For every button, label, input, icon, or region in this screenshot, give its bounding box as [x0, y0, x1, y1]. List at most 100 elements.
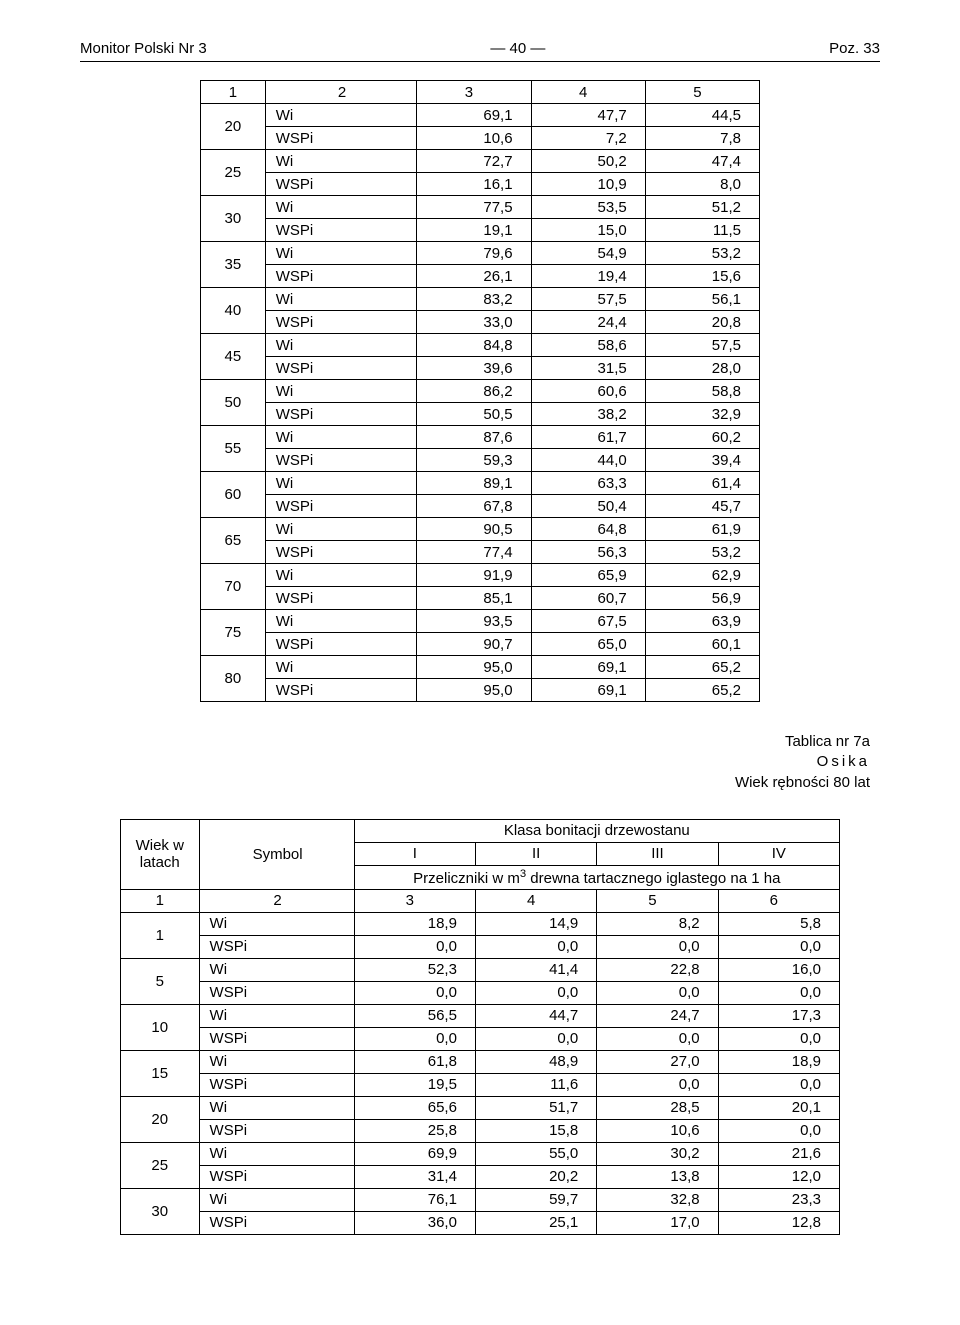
- t1-cell: 61,4: [645, 472, 759, 495]
- t1-cell: 67,8: [417, 495, 531, 518]
- t1-cell: 63,3: [531, 472, 645, 495]
- t1-cell: 91,9: [417, 564, 531, 587]
- table-row: 60Wi89,163,361,4: [201, 472, 760, 495]
- t2-cell: 56,5: [354, 1004, 475, 1027]
- t1-cell: 89,1: [417, 472, 531, 495]
- t2-cell: 30,2: [597, 1142, 718, 1165]
- t1-symbol-wspi: WSPi: [265, 495, 417, 518]
- t1-symbol-wi: Wi: [265, 564, 417, 587]
- table-row: WSPi10,67,27,8: [201, 127, 760, 150]
- t1-cell: 39,6: [417, 357, 531, 380]
- table-row: WSPi77,456,353,2: [201, 541, 760, 564]
- t2-h-wiek: Wiek w latach: [121, 819, 200, 889]
- table-row: WSPi31,420,213,812,0: [121, 1165, 840, 1188]
- table-row: 50Wi86,260,658,8: [201, 380, 760, 403]
- t2-cell: 13,8: [597, 1165, 718, 1188]
- t2-cell: 32,8: [597, 1188, 718, 1211]
- t1-col1: 50: [201, 380, 266, 426]
- t2-symbol-wi: Wi: [199, 912, 354, 935]
- t2-cell: 22,8: [597, 958, 718, 981]
- t1-cell: 44,5: [645, 104, 759, 127]
- t1-h4: 4: [531, 81, 645, 104]
- t2-cell: 5,8: [718, 912, 839, 935]
- t1-cell: 32,9: [645, 403, 759, 426]
- t1-symbol-wi: Wi: [265, 380, 417, 403]
- t1-cell: 53,2: [645, 541, 759, 564]
- t2-cell: 25,1: [475, 1211, 596, 1234]
- t2-cell: 8,2: [597, 912, 718, 935]
- t1-symbol-wi: Wi: [265, 426, 417, 449]
- table-row: 20Wi65,651,728,520,1: [121, 1096, 840, 1119]
- table-row: 1Wi18,914,98,25,8: [121, 912, 840, 935]
- t2-cell: 51,7: [475, 1096, 596, 1119]
- t2-cell: 69,9: [354, 1142, 475, 1165]
- t2-cell: 0,0: [597, 981, 718, 1004]
- t2-h-symbol: Symbol: [199, 819, 354, 889]
- t1-cell: 50,5: [417, 403, 531, 426]
- table-row: 45Wi84,858,657,5: [201, 334, 760, 357]
- t2-cell: 31,4: [354, 1165, 475, 1188]
- table-row: 70Wi91,965,962,9: [201, 564, 760, 587]
- t2-cell: 0,0: [354, 1027, 475, 1050]
- t2-cell: 14,9: [475, 912, 596, 935]
- t1-symbol-wi: Wi: [265, 104, 417, 127]
- t2-symbol-wspi: WSPi: [199, 981, 354, 1004]
- t1-cell: 54,9: [531, 242, 645, 265]
- t2-cell: 21,6: [718, 1142, 839, 1165]
- table-row: 65Wi90,564,861,9: [201, 518, 760, 541]
- t1-cell: 44,0: [531, 449, 645, 472]
- t2-h-przeliczniki: Przeliczniki w m3 drewna tartacznego igl…: [354, 865, 839, 889]
- t1-cell: 69,1: [531, 679, 645, 702]
- t2-cell: 27,0: [597, 1050, 718, 1073]
- t2-col1: 5: [121, 958, 200, 1004]
- t2-cell: 10,6: [597, 1119, 718, 1142]
- t2-hn2: 2: [199, 889, 354, 912]
- t1-symbol-wspi: WSPi: [265, 587, 417, 610]
- t2-cell: 23,3: [718, 1188, 839, 1211]
- t1-cell: 56,3: [531, 541, 645, 564]
- t1-cell: 56,1: [645, 288, 759, 311]
- t1-cell: 58,8: [645, 380, 759, 403]
- t2-cell: 25,8: [354, 1119, 475, 1142]
- table-row: WSPi19,115,011,5: [201, 219, 760, 242]
- table-row: 35Wi79,654,953,2: [201, 242, 760, 265]
- t1-symbol-wspi: WSPi: [265, 403, 417, 426]
- t1-cell: 57,5: [645, 334, 759, 357]
- t1-cell: 65,0: [531, 633, 645, 656]
- t1-cell: 15,0: [531, 219, 645, 242]
- t2-cell: 61,8: [354, 1050, 475, 1073]
- table-2: Wiek w latach Symbol Klasa bonitacji drz…: [120, 819, 840, 1235]
- t2-symbol-wspi: WSPi: [199, 1027, 354, 1050]
- table-row: 15Wi61,848,927,018,9: [121, 1050, 840, 1073]
- t1-cell: 53,2: [645, 242, 759, 265]
- t2-symbol-wi: Wi: [199, 1050, 354, 1073]
- table-1-body: 20Wi69,147,744,5WSPi10,67,27,825Wi72,750…: [201, 104, 760, 702]
- table-row: 75Wi93,567,563,9: [201, 610, 760, 633]
- t1-cell: 67,5: [531, 610, 645, 633]
- t1-cell: 65,2: [645, 679, 759, 702]
- table-row: WSPi59,344,039,4: [201, 449, 760, 472]
- t1-cell: 60,7: [531, 587, 645, 610]
- t2-cell: 0,0: [718, 981, 839, 1004]
- t1-cell: 77,5: [417, 196, 531, 219]
- table-row: WSPi67,850,445,7: [201, 495, 760, 518]
- table-row: WSPi33,024,420,8: [201, 311, 760, 334]
- table-2-head: Wiek w latach Symbol Klasa bonitacji drz…: [121, 819, 840, 912]
- table-row: 20Wi69,147,744,5: [201, 104, 760, 127]
- t1-cell: 93,5: [417, 610, 531, 633]
- t2-symbol-wi: Wi: [199, 1096, 354, 1119]
- t2-cell: 11,6: [475, 1073, 596, 1096]
- table-row: 25Wi69,955,030,221,6: [121, 1142, 840, 1165]
- page: Monitor Polski Nr 3 — 40 — Poz. 33 1 2 3…: [0, 0, 960, 1325]
- table-row: WSPi36,025,117,012,8: [121, 1211, 840, 1234]
- t1-cell: 61,9: [645, 518, 759, 541]
- table-row: WSPi39,631,528,0: [201, 357, 760, 380]
- table-row: WSPi25,815,810,60,0: [121, 1119, 840, 1142]
- t2-symbol-wi: Wi: [199, 1004, 354, 1027]
- t2-cell: 0,0: [718, 935, 839, 958]
- t1-cell: 87,6: [417, 426, 531, 449]
- caption-line-3: Wiek rębności 80 lat: [80, 773, 870, 793]
- t2-hn5: 5: [597, 889, 718, 912]
- t1-cell: 38,2: [531, 403, 645, 426]
- table-row: 30Wi77,553,551,2: [201, 196, 760, 219]
